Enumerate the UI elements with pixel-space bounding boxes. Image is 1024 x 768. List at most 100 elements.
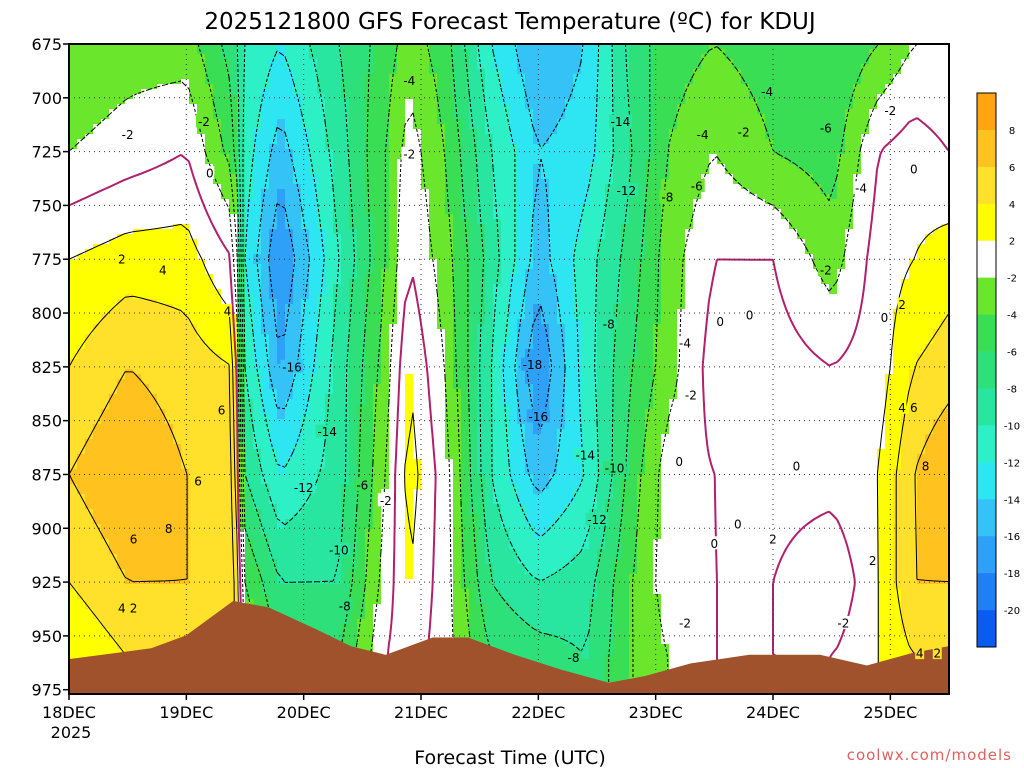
temperature-cell [789,174,798,180]
temperature-cell [765,199,774,205]
temperature-cell [77,99,86,105]
temperature-cell [437,84,446,90]
temperature-cell [69,139,78,145]
temperature-cell [413,264,422,270]
temperature-cell [685,234,694,240]
temperature-cell [253,199,262,205]
temperature-cell [477,264,486,270]
temperature-cell [261,134,270,140]
temperature-cell [661,219,670,225]
temperature-cell [389,59,398,65]
temperature-cell [333,59,342,65]
temperature-cell [141,259,150,265]
temperature-cell [333,114,342,120]
temperature-cell [877,264,886,270]
temperature-cell [853,109,862,115]
temperature-cell [245,214,254,220]
temperature-cell [333,134,342,140]
temperature-cell [533,189,542,195]
temperature-cell [389,179,398,185]
temperature-cell [165,174,174,180]
temperature-cell [341,109,350,115]
temperature-cell [813,209,822,215]
temperature-cell [525,69,534,75]
temperature-cell [149,54,158,60]
temperature-cell [901,49,910,55]
temperature-cell [293,234,302,240]
temperature-cell [77,204,86,210]
temperature-cell [285,179,294,185]
temperature-cell [149,169,158,175]
temperature-cell [461,59,470,65]
temperature-cell [725,179,734,185]
temperature-cell [517,79,526,85]
temperature-cell [573,164,582,170]
temperature-cell [349,69,358,75]
temperature-cell [453,59,462,65]
temperature-cell [213,159,222,165]
temperature-cell [869,84,878,90]
temperature-cell [421,54,430,60]
temperature-cell [621,234,630,240]
temperature-cell [749,164,758,170]
temperature-cell [301,139,310,145]
temperature-cell [797,194,806,200]
temperature-cell [485,194,494,200]
temperature-cell [437,59,446,65]
temperature-cell [861,89,870,95]
temperature-cell [821,204,830,210]
temperature-cell [701,214,710,220]
temperature-cell [109,269,118,275]
temperature-cell [365,84,374,90]
temperature-cell [861,109,870,115]
temperature-cell [341,89,350,95]
temperature-cell [765,134,774,140]
temperature-cell [381,119,390,125]
temperature-cell [693,169,702,175]
temperature-cell [245,44,254,50]
temperature-cell [261,194,270,200]
temperature-cell [765,264,774,270]
temperature-cell [373,219,382,225]
temperature-cell [877,49,886,55]
temperature-cell [685,134,694,140]
temperature-cell [181,239,190,245]
temperature-cell [381,104,390,110]
temperature-cell [517,209,526,215]
temperature-cell [357,84,366,90]
temperature-cell [205,154,214,160]
temperature-cell [125,234,134,240]
temperature-cell [925,189,934,195]
temperature-cell [77,239,86,245]
temperature-cell [453,139,462,145]
temperature-cell [797,219,806,225]
temperature-cell [85,64,94,70]
temperature-cell [125,219,134,225]
temperature-cell [157,54,166,60]
temperature-cell [725,264,734,270]
temperature-cell [845,214,854,220]
temperature-cell [653,64,662,70]
temperature-cell [605,174,614,180]
temperature-cell [189,199,198,205]
temperature-cell [773,254,782,260]
temperature-cell [717,259,726,265]
temperature-cell [405,124,414,130]
temperature-cell [837,134,846,140]
temperature-cell [517,109,526,115]
temperature-cell [837,139,846,145]
temperature-cell [189,109,198,115]
temperature-cell [877,159,886,165]
temperature-cell [701,179,710,185]
temperature-cell [293,189,302,195]
temperature-cell [629,104,638,110]
temperature-cell [309,179,318,185]
temperature-cell [405,59,414,65]
temperature-cell [317,144,326,150]
temperature-cell [461,84,470,90]
temperature-cell [621,154,630,160]
temperature-cell [925,89,934,95]
temperature-cell [629,199,638,205]
temperature-cell [437,179,446,185]
temperature-cell [365,99,374,105]
